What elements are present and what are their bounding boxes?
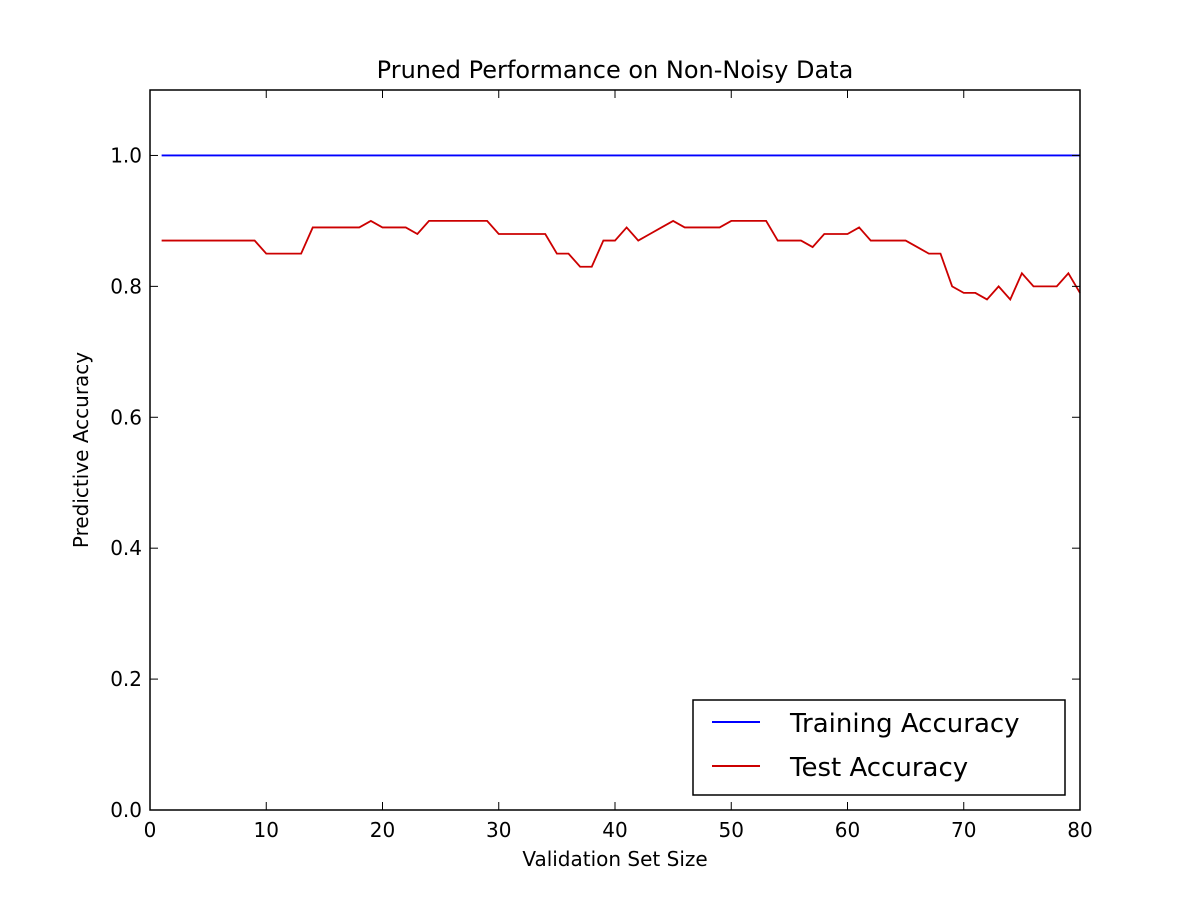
chart-title: Pruned Performance on Non-Noisy Data (377, 56, 854, 84)
x-tick-label: 0 (144, 818, 157, 842)
x-tick-label: 30 (486, 818, 511, 842)
y-tick-label: 0.8 (110, 274, 142, 298)
series-line-test-accuracy (161, 219, 1081, 302)
plot-area (161, 154, 1081, 302)
x-tick-label: 70 (951, 818, 976, 842)
y-tick-label: 0.4 (110, 536, 142, 560)
legend-label-test-accuracy: Test Accuracy (789, 753, 968, 783)
x-tick-label: 60 (835, 818, 860, 842)
legend-label-training-accuracy: Training Accuracy (789, 709, 1020, 739)
x-tick-label: 10 (254, 818, 279, 842)
legend-box (692, 699, 1066, 796)
x-axis-label: Validation Set Size (522, 847, 707, 871)
y-tick-label: 0.6 (110, 405, 142, 429)
y-tick-label: 0.2 (110, 667, 142, 691)
y-tick-label: 0.0 (110, 798, 142, 822)
x-tick-label: 50 (719, 818, 744, 842)
axis-ticks: 0 10 20 30 40 50 60 70 80 0.0 0.2 0.4 0.6 0.8 1.0 (110, 90, 1093, 842)
x-tick-label: 20 (370, 818, 395, 842)
x-tick-label: 80 (1067, 818, 1092, 842)
y-axis-label: Predictive Accuracy (69, 352, 93, 548)
x-tick-label: 40 (602, 818, 627, 842)
y-tick-label: 1.0 (110, 143, 142, 167)
legend: Training Accuracy Test Accuracy (692, 699, 1066, 796)
